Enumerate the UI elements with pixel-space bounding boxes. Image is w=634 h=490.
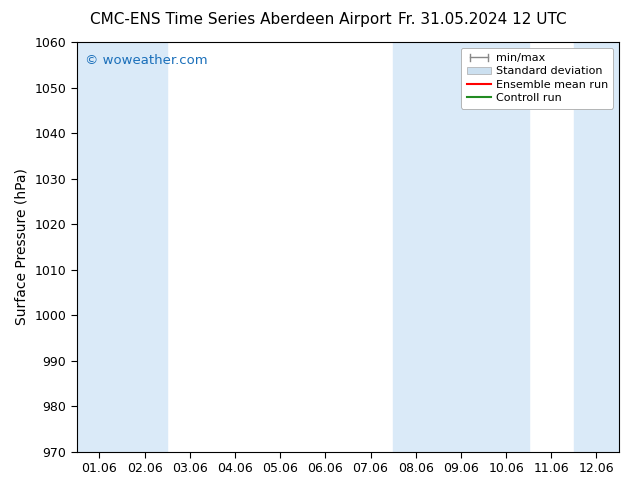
Bar	[393, 42, 529, 452]
Bar	[574, 42, 619, 452]
Text: Fr. 31.05.2024 12 UTC: Fr. 31.05.2024 12 UTC	[398, 12, 566, 27]
Text: © woweather.com: © woweather.com	[85, 54, 207, 67]
Legend: min/max, Standard deviation, Ensemble mean run, Controll run: min/max, Standard deviation, Ensemble me…	[461, 48, 614, 109]
Y-axis label: Surface Pressure (hPa): Surface Pressure (hPa)	[15, 169, 29, 325]
Bar	[77, 42, 167, 452]
Text: CMC-ENS Time Series Aberdeen Airport: CMC-ENS Time Series Aberdeen Airport	[90, 12, 392, 27]
